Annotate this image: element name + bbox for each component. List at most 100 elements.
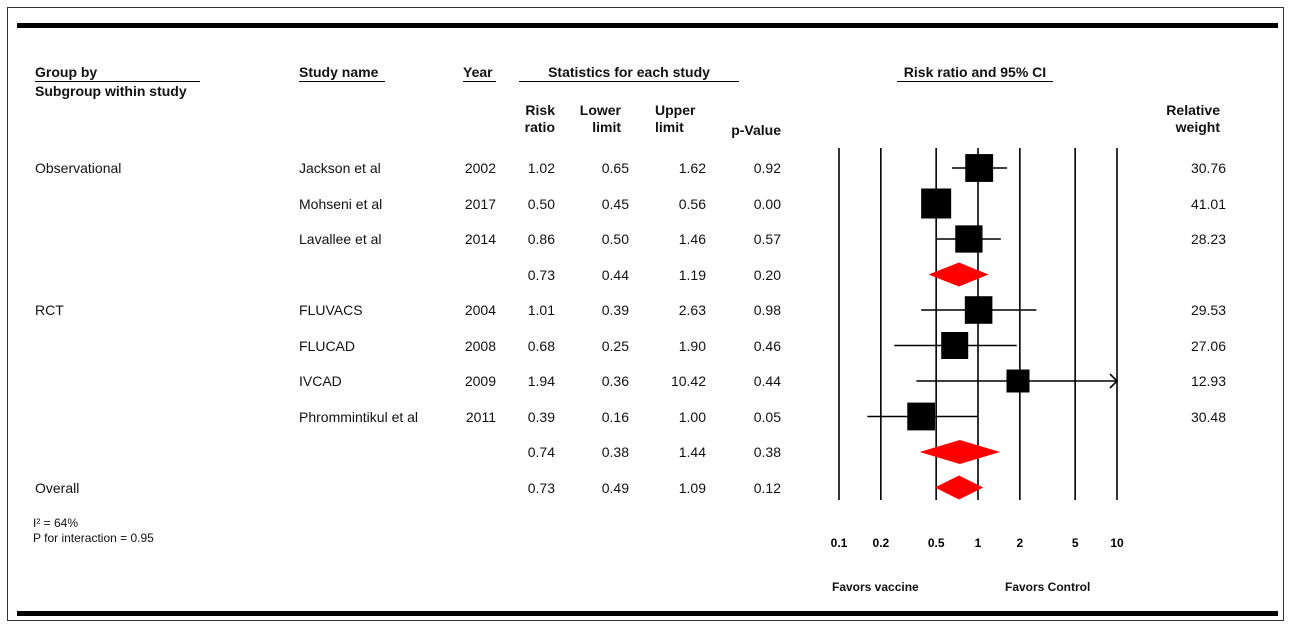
- header-plot-title: Risk ratio and 95% CI: [897, 64, 1053, 82]
- study-name-cell: Mohseni et al: [299, 195, 383, 212]
- study-name-cell: Phrommintikul et al: [299, 408, 419, 425]
- study-name-cell: FLUVACS: [299, 302, 363, 318]
- header-upper-1: Upper: [655, 102, 696, 118]
- p-value-cell: 0.46: [753, 337, 781, 354]
- bottom-rule: [17, 611, 1278, 616]
- upper-limit-cell: 1.62: [678, 160, 706, 176]
- relative-weight-cell: 28.23: [1190, 231, 1226, 247]
- upper-limit-cell: 1.90: [678, 337, 706, 354]
- favors-control-label: Favors Control: [1005, 580, 1091, 594]
- lower-limit-cell: 0.25: [601, 337, 629, 354]
- header-year: Year: [463, 64, 496, 82]
- p-value-cell: 0.20: [753, 266, 781, 283]
- p-value-cell: 0.92: [753, 160, 781, 176]
- summary-diamond: [934, 475, 984, 500]
- lower-limit-cell: 0.44: [601, 266, 629, 283]
- p-value-cell: 0.44: [753, 373, 781, 389]
- point-estimate-square: [907, 402, 936, 431]
- relative-weight-cell: 29.53: [1190, 302, 1226, 318]
- lower-limit-cell: 0.45: [601, 195, 629, 212]
- relative-weight-cell: 12.93: [1190, 373, 1226, 389]
- year-cell: 2002: [464, 160, 496, 176]
- header-group-by: Group by: [35, 64, 200, 82]
- group-cell: Observational: [35, 160, 122, 176]
- header-upper-2: limit: [655, 119, 684, 135]
- group-cell: RCT: [35, 302, 64, 318]
- ci-arrow: [1109, 373, 1119, 389]
- x-tick-label: 0.5: [928, 536, 945, 550]
- header-stats-title: Statistics for each study: [519, 64, 739, 82]
- header-lower-1: Lower: [579, 102, 621, 118]
- year-cell: 2008: [464, 337, 496, 354]
- group-cell: Overall: [35, 479, 80, 496]
- lower-limit-cell: 0.36: [601, 373, 629, 389]
- lower-limit-cell: 0.50: [601, 231, 629, 247]
- upper-limit-cell: 10.42: [670, 373, 706, 389]
- point-estimate-square: [1006, 369, 1030, 393]
- point-estimate-square: [921, 188, 952, 219]
- p-value-cell: 0.12: [753, 479, 781, 496]
- risk-ratio-cell: 0.73: [527, 266, 555, 283]
- risk-ratio-cell: 0.86: [527, 231, 555, 247]
- study-name-cell: Lavallee et al: [299, 231, 382, 247]
- favors-vaccine-label: Favors vaccine: [832, 580, 919, 594]
- header-lower-2: limit: [592, 119, 621, 135]
- relative-weight-cell: 27.06: [1190, 337, 1226, 354]
- risk-ratio-cell: 0.73: [527, 479, 555, 496]
- p-value-cell: 0.98: [753, 302, 781, 318]
- x-tick-label: 1: [975, 536, 982, 550]
- risk-ratio-cell: 0.68: [527, 337, 555, 354]
- p-value-cell: 0.57: [753, 231, 781, 247]
- lower-limit-cell: 0.65: [601, 160, 629, 176]
- point-estimate-square: [964, 296, 993, 324]
- year-cell: 2011: [465, 408, 496, 425]
- p-interaction: P for interaction = 0.95: [33, 531, 154, 545]
- p-value-cell: 0.05: [753, 408, 781, 425]
- header-risk-ratio-2: ratio: [524, 119, 555, 135]
- year-cell: 2004: [464, 302, 496, 318]
- header-relweight-1: Relative: [1166, 102, 1220, 118]
- risk-ratio-cell: 0.74: [527, 444, 555, 460]
- lower-limit-cell: 0.38: [601, 444, 629, 460]
- header-relweight-2: weight: [1175, 119, 1220, 135]
- risk-ratio-cell: 1.94: [527, 373, 555, 389]
- upper-limit-cell: 0.56: [678, 195, 706, 212]
- lower-limit-cell: 0.16: [601, 408, 629, 425]
- year-cell: 2009: [464, 373, 496, 389]
- x-tick-label: 0.2: [872, 536, 889, 550]
- header-p-value: p-Value: [731, 122, 781, 138]
- header-subgroup: Subgroup within study: [35, 83, 187, 99]
- relative-weight-cell: 30.48: [1190, 408, 1226, 425]
- i2-statistic: I² = 64%: [33, 516, 79, 530]
- lower-limit-cell: 0.39: [601, 302, 629, 318]
- year-cell: 2017: [464, 195, 496, 212]
- x-tick-label: 5: [1072, 536, 1079, 550]
- figure-frame: [7, 7, 1284, 621]
- summary-diamond: [919, 440, 1001, 464]
- upper-limit-cell: 2.63: [678, 302, 706, 318]
- relative-weight-cell: 30.76: [1190, 160, 1226, 176]
- summary-diamond: [928, 262, 989, 287]
- point-estimate-square: [955, 225, 983, 253]
- study-name-cell: Jackson et al: [299, 160, 381, 176]
- upper-limit-cell: 1.09: [678, 479, 706, 496]
- risk-ratio-cell: 0.39: [527, 408, 555, 425]
- x-tick-label: 0.1: [831, 536, 848, 550]
- header-study-name: Study name: [299, 64, 385, 82]
- year-cell: 2014: [464, 231, 496, 247]
- upper-limit-cell: 1.46: [678, 231, 706, 247]
- study-name-cell: IVCAD: [299, 373, 342, 389]
- p-value-cell: 0.38: [753, 444, 781, 460]
- point-estimate-square: [941, 332, 969, 359]
- upper-limit-cell: 1.19: [678, 266, 706, 283]
- lower-limit-cell: 0.49: [601, 479, 629, 496]
- x-tick-label: 10: [1110, 536, 1124, 550]
- risk-ratio-cell: 1.02: [527, 160, 555, 176]
- upper-limit-cell: 1.00: [678, 408, 706, 425]
- top-rule: [17, 23, 1278, 28]
- header-risk-ratio-1: Risk: [525, 102, 555, 118]
- study-name-cell: FLUCAD: [299, 337, 356, 354]
- risk-ratio-cell: 0.50: [527, 195, 555, 212]
- x-tick-label: 2: [1016, 536, 1023, 550]
